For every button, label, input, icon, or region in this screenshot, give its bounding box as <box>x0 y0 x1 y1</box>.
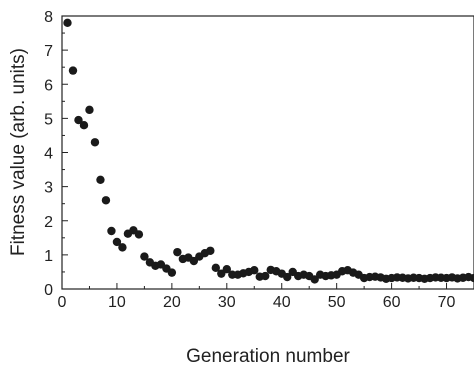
x-tick-label: 10 <box>108 294 126 311</box>
data-point <box>85 105 94 115</box>
data-points <box>63 18 474 284</box>
x-tick-label: 70 <box>438 294 456 311</box>
y-tick-label: 2 <box>44 214 53 231</box>
data-point <box>112 237 122 247</box>
data-point <box>90 138 100 147</box>
data-point <box>63 18 72 28</box>
data-point <box>96 175 105 184</box>
data-point <box>211 263 221 273</box>
x-tick-label: 40 <box>273 294 291 311</box>
data-point <box>68 66 78 75</box>
x-tick-label: 20 <box>163 294 181 311</box>
x-tick-label: 30 <box>218 294 236 311</box>
data-point <box>261 271 270 281</box>
y-tick-label: 7 <box>44 43 53 60</box>
data-point <box>222 265 231 274</box>
data-point <box>134 230 144 239</box>
data-point <box>283 272 292 282</box>
y-tick-label: 4 <box>44 146 53 163</box>
data-point <box>101 196 111 205</box>
y-tick-label: 1 <box>44 248 53 265</box>
data-point <box>250 266 259 275</box>
y-tick-label: 3 <box>44 180 53 197</box>
y-tick-label: 6 <box>44 77 53 94</box>
data-point <box>118 243 127 252</box>
y-axis-ticks: 0 1 2 3 4 5 6 7 8 <box>44 9 68 299</box>
data-point <box>107 226 116 236</box>
y-tick-label: 5 <box>44 111 53 128</box>
data-point <box>140 252 149 261</box>
data-point <box>469 273 474 283</box>
x-tick-label: 0 <box>58 294 67 311</box>
y-axis-label: Fitness value (arb. units) <box>8 48 29 256</box>
data-point <box>74 115 83 125</box>
x-axis-label: Generation number <box>186 346 350 367</box>
data-point <box>167 268 177 277</box>
x-tick-label: 50 <box>328 294 346 311</box>
x-axis-ticks: 0 10 20 30 40 50 60 70 <box>58 283 456 311</box>
y-tick-label: 0 <box>44 282 53 299</box>
x-tick-label: 60 <box>383 294 401 311</box>
y-tick-label: 8 <box>44 9 53 26</box>
data-point <box>206 246 215 255</box>
data-point <box>173 247 182 257</box>
data-point <box>79 121 89 130</box>
data-point <box>310 275 319 284</box>
